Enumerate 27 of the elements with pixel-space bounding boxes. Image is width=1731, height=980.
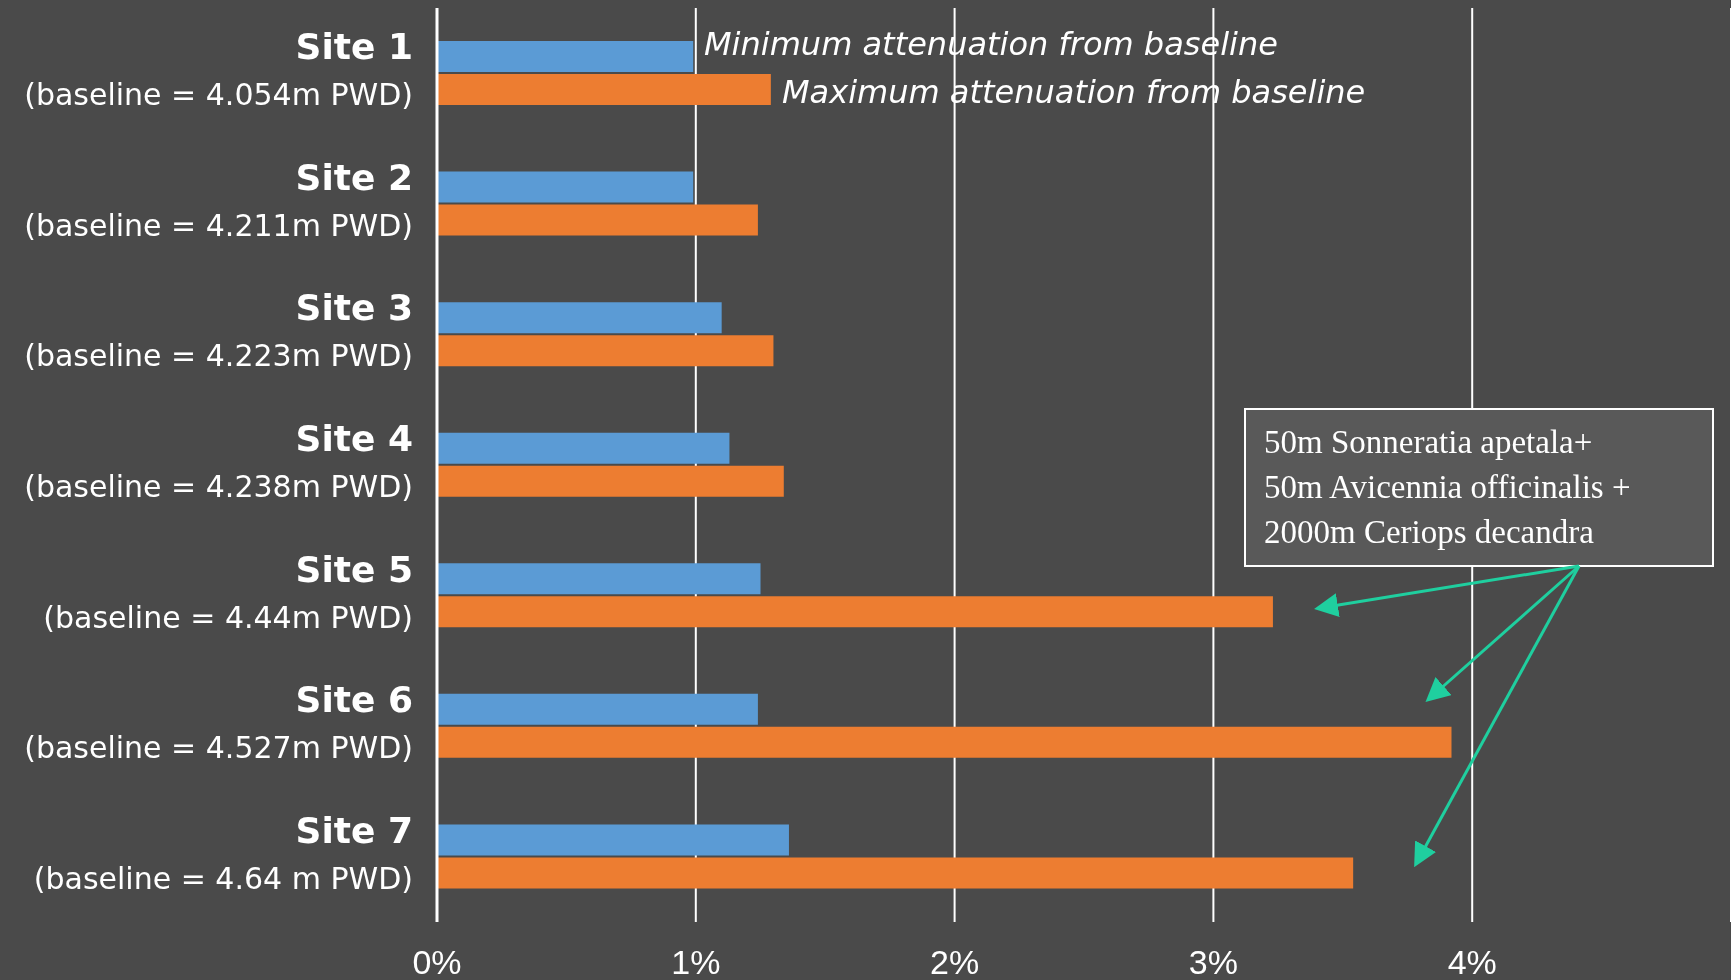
y-tick-label: Site 7 (baseline = 4.64 m PWD) bbox=[33, 809, 413, 896]
x-tick-label: 1% bbox=[671, 943, 721, 980]
bar bbox=[437, 596, 1273, 628]
y-tick-label: Site 3 (baseline = 4.223m PWD) bbox=[24, 287, 413, 374]
bar bbox=[437, 693, 758, 725]
bar bbox=[437, 857, 1354, 889]
annotation: 50m Sonneratia apetala+ 50m Avicennia officinalis + 2000m Ceriops decandra bbox=[1244, 408, 1714, 567]
bar bbox=[437, 335, 774, 367]
x-tick-label: 2% bbox=[930, 943, 980, 980]
bar bbox=[437, 302, 722, 334]
bar bbox=[437, 726, 1452, 758]
bar bbox=[437, 563, 761, 595]
bar bbox=[437, 204, 758, 236]
y-tick-label: Site 5 (baseline = 4.44m PWD) bbox=[43, 548, 413, 635]
x-tick-label: 3% bbox=[1188, 943, 1238, 980]
bar bbox=[437, 74, 771, 105]
y-tick-label: Site 6 (baseline = 4.527m PWD) bbox=[24, 679, 413, 766]
bar bbox=[437, 171, 694, 203]
bar bbox=[437, 432, 730, 464]
bar bbox=[437, 41, 694, 72]
x-tick-label: 4% bbox=[1447, 943, 1497, 980]
y-tick-label: Site 1 (baseline = 4.054m PWD) bbox=[24, 26, 413, 113]
x-tick-label: 0% bbox=[412, 943, 462, 980]
bar bbox=[437, 465, 784, 497]
bar bbox=[437, 824, 789, 856]
y-tick-label: Site 2 (baseline = 4.211m PWD) bbox=[24, 156, 413, 243]
y-tick-label: Site 4 (baseline = 4.238m PWD) bbox=[24, 418, 413, 504]
